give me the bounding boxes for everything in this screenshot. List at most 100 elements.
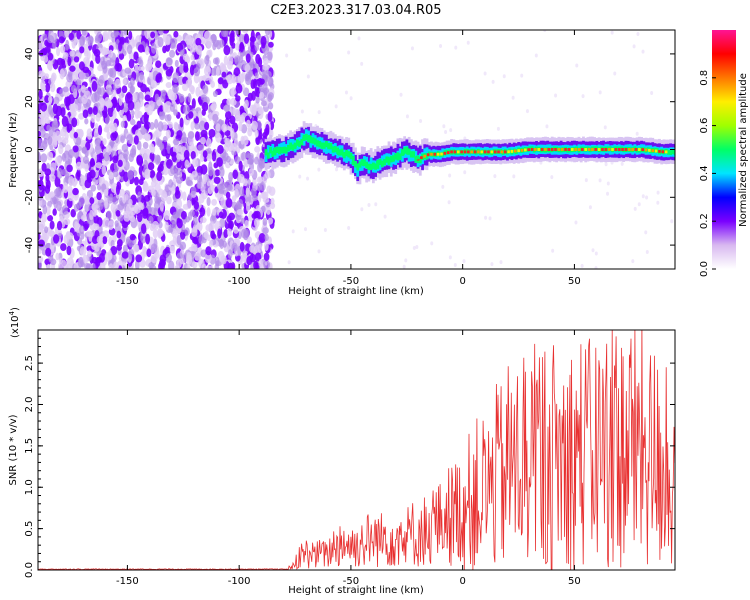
spectrogram-noise-cell bbox=[252, 78, 258, 89]
spectrogram-noise-cell bbox=[110, 125, 116, 134]
spectrogram-noise-cell bbox=[180, 210, 187, 220]
spectrogram-noise-cell bbox=[232, 169, 239, 180]
spectrogram-plot-area bbox=[38, 30, 675, 269]
signal-blob bbox=[375, 159, 381, 165]
spectrogram-noise-cell bbox=[47, 35, 55, 44]
spectrogram-noise-cell bbox=[143, 159, 148, 169]
spectrogram-noise-cell bbox=[158, 110, 166, 121]
signal-blob bbox=[410, 152, 415, 158]
spectrogram-noise-cell bbox=[95, 162, 103, 169]
spectrogram-noise-cell bbox=[56, 220, 63, 231]
spectrogram-panel: -150 -100 -50 0 50 -40 -20 0 20 40 Height of str… bbox=[8, 29, 676, 297]
signal-core bbox=[581, 148, 584, 151]
spectrogram-noise-cell bbox=[574, 220, 578, 225]
spectrogram-noise-cell bbox=[79, 35, 85, 47]
spectrogram-noise-cell bbox=[162, 45, 167, 54]
spectrogram-noise-cell bbox=[183, 65, 189, 73]
signal-core bbox=[638, 148, 641, 151]
spectrogram-noise-cell bbox=[306, 74, 310, 79]
spectrogram-noise-cell bbox=[219, 238, 225, 250]
snr-y-label: SNR (10 * v/v) bbox=[8, 414, 19, 485]
spectrogram-noise-cell bbox=[66, 257, 74, 266]
signal-band-inner bbox=[376, 162, 380, 169]
spectrogram-noise-cell bbox=[58, 36, 65, 44]
spectrogram-noise-cell bbox=[264, 233, 269, 242]
spectrogram-noise-cell bbox=[94, 37, 101, 44]
spectrogram-noise-cell bbox=[511, 95, 515, 100]
spectrogram-noise-cell bbox=[179, 229, 186, 240]
spectrogram-noise-cell bbox=[124, 67, 132, 74]
spectrogram-noise-cell bbox=[114, 220, 119, 228]
spectrogram-noise-cell bbox=[110, 132, 117, 141]
signal-core bbox=[480, 150, 484, 154]
spectrogram-noise-cell bbox=[335, 167, 339, 172]
spectrogram-noise-cell bbox=[173, 168, 179, 179]
spectrogram-noise-cell bbox=[162, 30, 170, 34]
spectrogram-noise-cell bbox=[72, 187, 79, 196]
signal-blob bbox=[366, 164, 371, 169]
spectrogram-noise-cell bbox=[81, 215, 86, 222]
spectrogram-noise-cell bbox=[72, 145, 79, 153]
spectrogram-noise-cell bbox=[190, 54, 195, 61]
spectrogram-noise-cell bbox=[126, 44, 133, 55]
spectrogram-noise-cell bbox=[100, 56, 105, 66]
spectrogram-noise-cell bbox=[40, 153, 48, 163]
spectrogram-noise-cell bbox=[176, 252, 184, 260]
signal-core bbox=[557, 148, 561, 151]
spectrogram-noise-cell bbox=[55, 252, 60, 261]
spectrogram-noise-cell bbox=[56, 167, 63, 179]
spectrogram-noise-cell bbox=[207, 265, 213, 269]
signal-band-inner bbox=[273, 149, 277, 156]
spectrogram-noise-cell bbox=[128, 30, 133, 40]
signal-core bbox=[634, 148, 638, 151]
colorbar-tick-label: 0.4 bbox=[699, 165, 710, 181]
signal-core bbox=[493, 150, 497, 154]
spectrogram-noise-cell bbox=[223, 229, 229, 239]
signal-band-inner bbox=[289, 142, 293, 149]
spectrogram-noise-cell bbox=[180, 153, 185, 162]
signal-core bbox=[510, 149, 514, 153]
spectrogram-noise-cell bbox=[148, 262, 155, 269]
spectrogram-noise-cell bbox=[230, 97, 237, 106]
spectrogram-noise-cell bbox=[334, 104, 338, 109]
spectrogram-noise-cell bbox=[84, 202, 91, 213]
spectrogram-noise-cell bbox=[656, 200, 660, 205]
spectrogram-noise-cell bbox=[213, 176, 221, 185]
spectrogram-noise-cell bbox=[191, 98, 196, 109]
spectrogram-noise-cell bbox=[143, 195, 151, 202]
spectrogram-noise-cell bbox=[211, 101, 217, 112]
signal-band-inner bbox=[673, 149, 675, 155]
colorbar-tick-label: 0.0 bbox=[699, 261, 710, 277]
signal-band-inner bbox=[425, 153, 429, 160]
spectrogram-noise-cell bbox=[87, 107, 93, 115]
spectrogram-noise-cell bbox=[223, 55, 228, 66]
spectrogram-noise-cell bbox=[267, 41, 274, 48]
snr-y-ticks: 0.0 0.5 1.0 1.5 2.0 2.5 bbox=[24, 337, 675, 578]
spectrogram-noise-cell bbox=[145, 62, 152, 72]
spectrogram-noise-cell bbox=[73, 131, 79, 139]
spectrogram-noise-cell bbox=[61, 205, 68, 216]
spectrogram-noise-cell bbox=[239, 186, 244, 197]
spectrogram-noise-cell bbox=[150, 31, 156, 39]
spectrogram-noise-cell bbox=[128, 153, 134, 163]
spectrogram-noise-cell bbox=[191, 226, 198, 238]
spectrogram-noise-cell bbox=[45, 179, 51, 190]
spectrogram-noise-cell bbox=[580, 263, 584, 268]
spectrogram-noise-cell bbox=[150, 42, 157, 54]
spectrogram-noise-cell bbox=[79, 225, 85, 234]
spectrogram-noise-cell bbox=[164, 221, 169, 231]
spectrogram-noise-cell bbox=[44, 117, 50, 125]
spectrogram-noise-cell bbox=[253, 217, 260, 228]
signal-core bbox=[651, 149, 655, 153]
spectrogram-noise-cell bbox=[185, 34, 192, 46]
signal-blob bbox=[395, 152, 401, 157]
spectrogram-noise-cell bbox=[439, 43, 443, 48]
spectrogram-noise-cell bbox=[251, 120, 258, 131]
spectrogram-noise-cell bbox=[191, 242, 198, 253]
spectrogram-noise-cell bbox=[233, 226, 239, 234]
spectrogram-noise-cell bbox=[103, 188, 109, 196]
spectrogram-noise-cell bbox=[268, 186, 276, 197]
spectrogram-noise-cell bbox=[237, 198, 244, 208]
spectrogram-noise-cell bbox=[554, 93, 558, 98]
spectrogram-noise-cell bbox=[84, 195, 90, 205]
